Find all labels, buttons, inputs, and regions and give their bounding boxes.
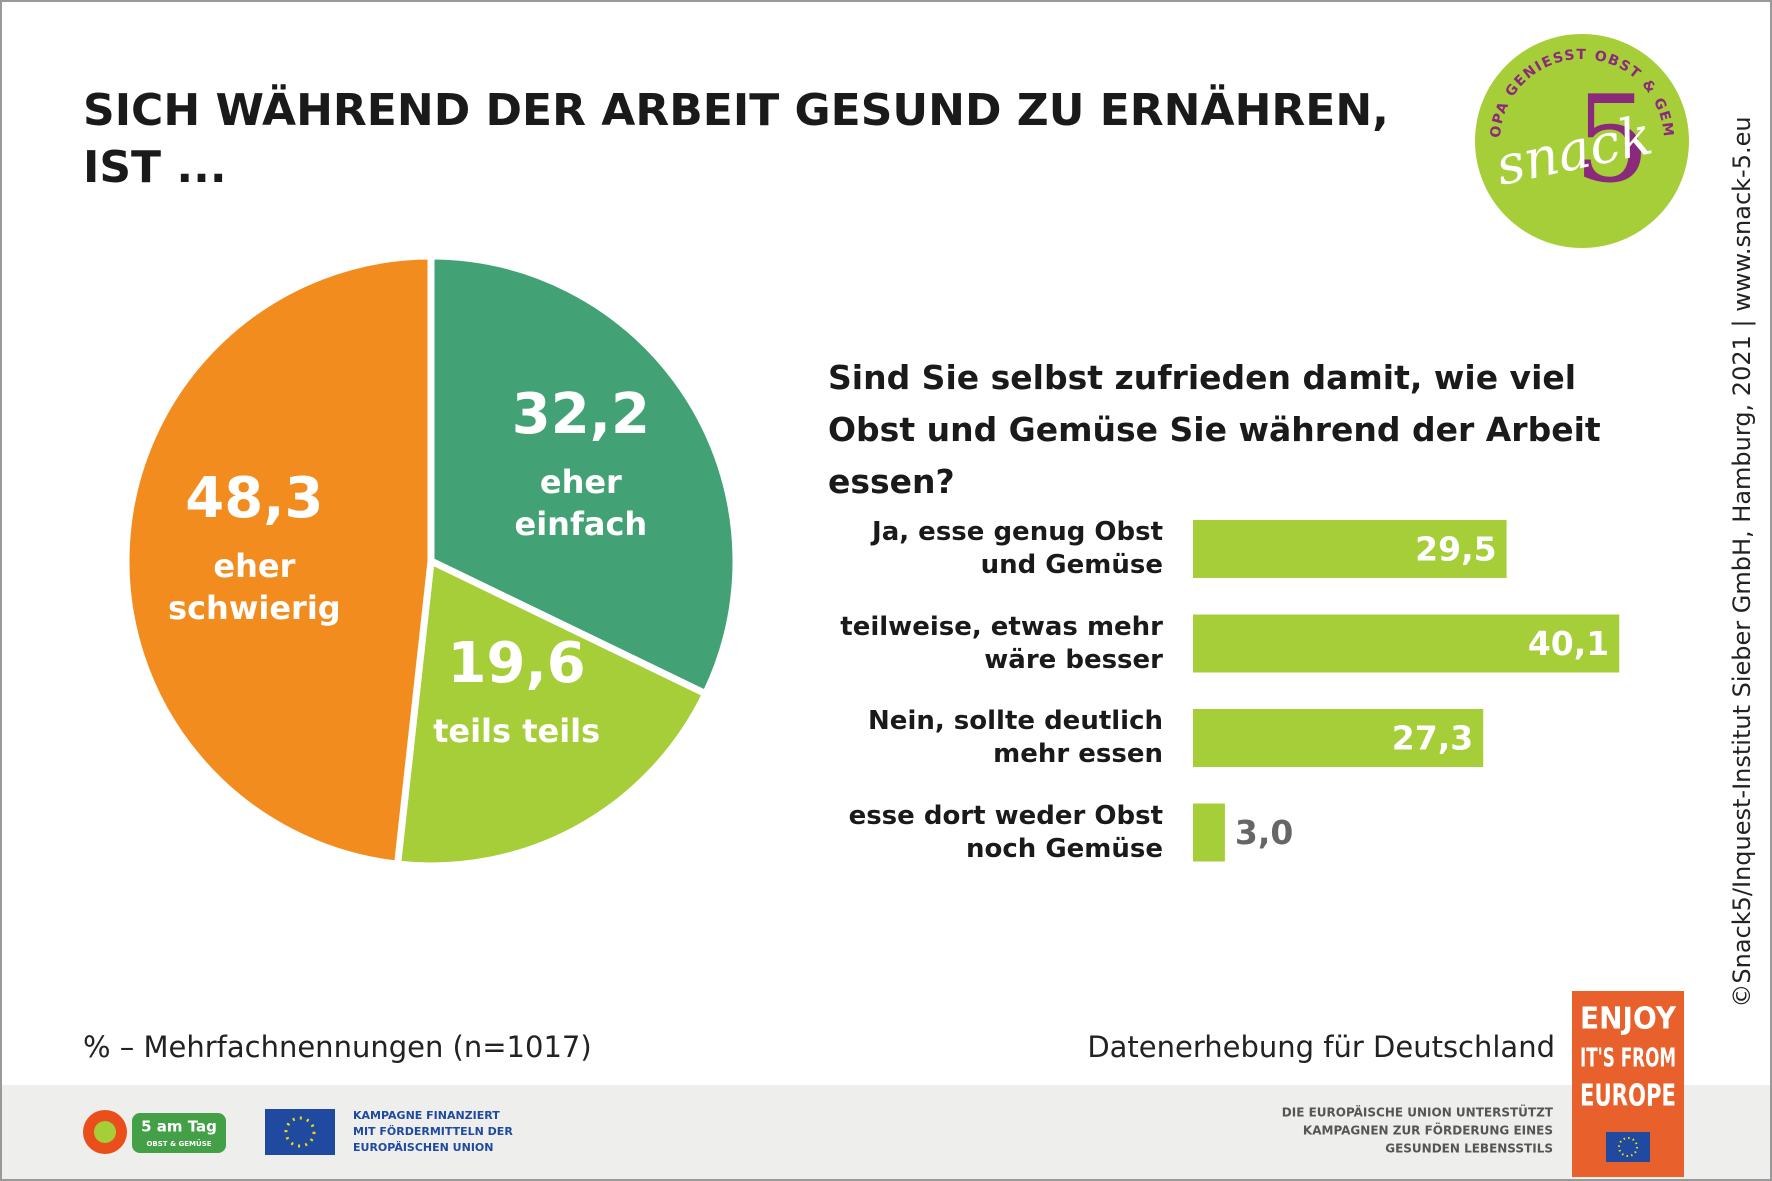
bar: [1193, 803, 1225, 862]
five-a-day-icon: [94, 1121, 116, 1143]
five-a-day-name: 5 am Tag: [141, 1118, 217, 1136]
pie-slice: [427, 252, 740, 699]
copyright: ©Snack5/Inquest-Institut Sieber GmbH, Ha…: [1728, 116, 1756, 1007]
bar-chart-title: Sind Sie selbst zufrieden damit, wie vie…: [828, 358, 1601, 501]
bar-value-label: 29,5: [1415, 530, 1496, 569]
bar-value-label: 27,3: [1392, 719, 1473, 758]
title-line: IST ...: [83, 142, 227, 193]
pie-category-label: teils teils: [433, 711, 601, 750]
five-a-day-sub: OBST & GEMÜSE: [146, 1139, 211, 1148]
enjoy-text: ENJOY: [1580, 1002, 1677, 1037]
eu-funding: MIT FÖRDERMITTELN DER: [353, 1124, 513, 1138]
bar: [1193, 614, 1620, 673]
bar: [1193, 520, 1507, 578]
snack5-logo: [1475, 34, 1689, 248]
eu-support: KAMPAGNEN ZUR FÖRDERUNG EINES: [1303, 1123, 1553, 1138]
bar-category-label: esse dort weder Obst noch Gemüse: [848, 800, 1163, 864]
bar-category-label: teilweise, etwas mehr wäre besser: [840, 611, 1163, 675]
bar-value-label: 40,1: [1528, 624, 1609, 663]
pie-slice: [122, 252, 435, 869]
eu-flag: [265, 1109, 335, 1155]
eu-support: DIE EUROPÄISCHE UNION UNTERSTÜTZT: [1282, 1105, 1554, 1120]
note: % – Mehrfachnennungen (n=1017): [83, 1030, 592, 1064]
logo-number: 5: [1574, 71, 1650, 210]
eu-stars: [284, 1116, 316, 1148]
bar: [1193, 709, 1484, 767]
eu-flag: [1606, 1132, 1650, 1162]
pie-value-label: 48,3: [185, 466, 324, 532]
five-a-day-badge: [132, 1113, 226, 1153]
pie-category-label: eher schwierig: [168, 547, 341, 627]
source: Datenerhebung für Deutschland: [1087, 1030, 1555, 1064]
eu-support: GESUNDEN LEBENSSTILS: [1385, 1142, 1553, 1156]
title-line: SICH WÄHREND DER ARBEIT GESUND ZU ERNÄHR…: [83, 83, 1389, 136]
enjoy-text: EUROPE: [1580, 1079, 1676, 1114]
pie-value-label: 19,6: [447, 630, 586, 696]
pie-value-label: 32,2: [511, 382, 650, 447]
pie-slice: [393, 555, 711, 870]
pie-category-label: eher einfach: [514, 463, 648, 543]
eu-funding: KAMPAGNE FINANZIERT: [353, 1109, 500, 1122]
bar-category-label: Nein, sollte deutlich mehr essen: [868, 706, 1163, 769]
bar-category-label: Ja, esse genug Obst und Gemüse: [872, 517, 1163, 580]
bar-value-label: 3,0: [1235, 813, 1293, 852]
eu-stars: [1618, 1137, 1638, 1157]
enjoy-text: IT'S FROM: [1580, 1044, 1676, 1074]
eu-funding: EUROPÄISCHEN UNION: [353, 1140, 493, 1154]
